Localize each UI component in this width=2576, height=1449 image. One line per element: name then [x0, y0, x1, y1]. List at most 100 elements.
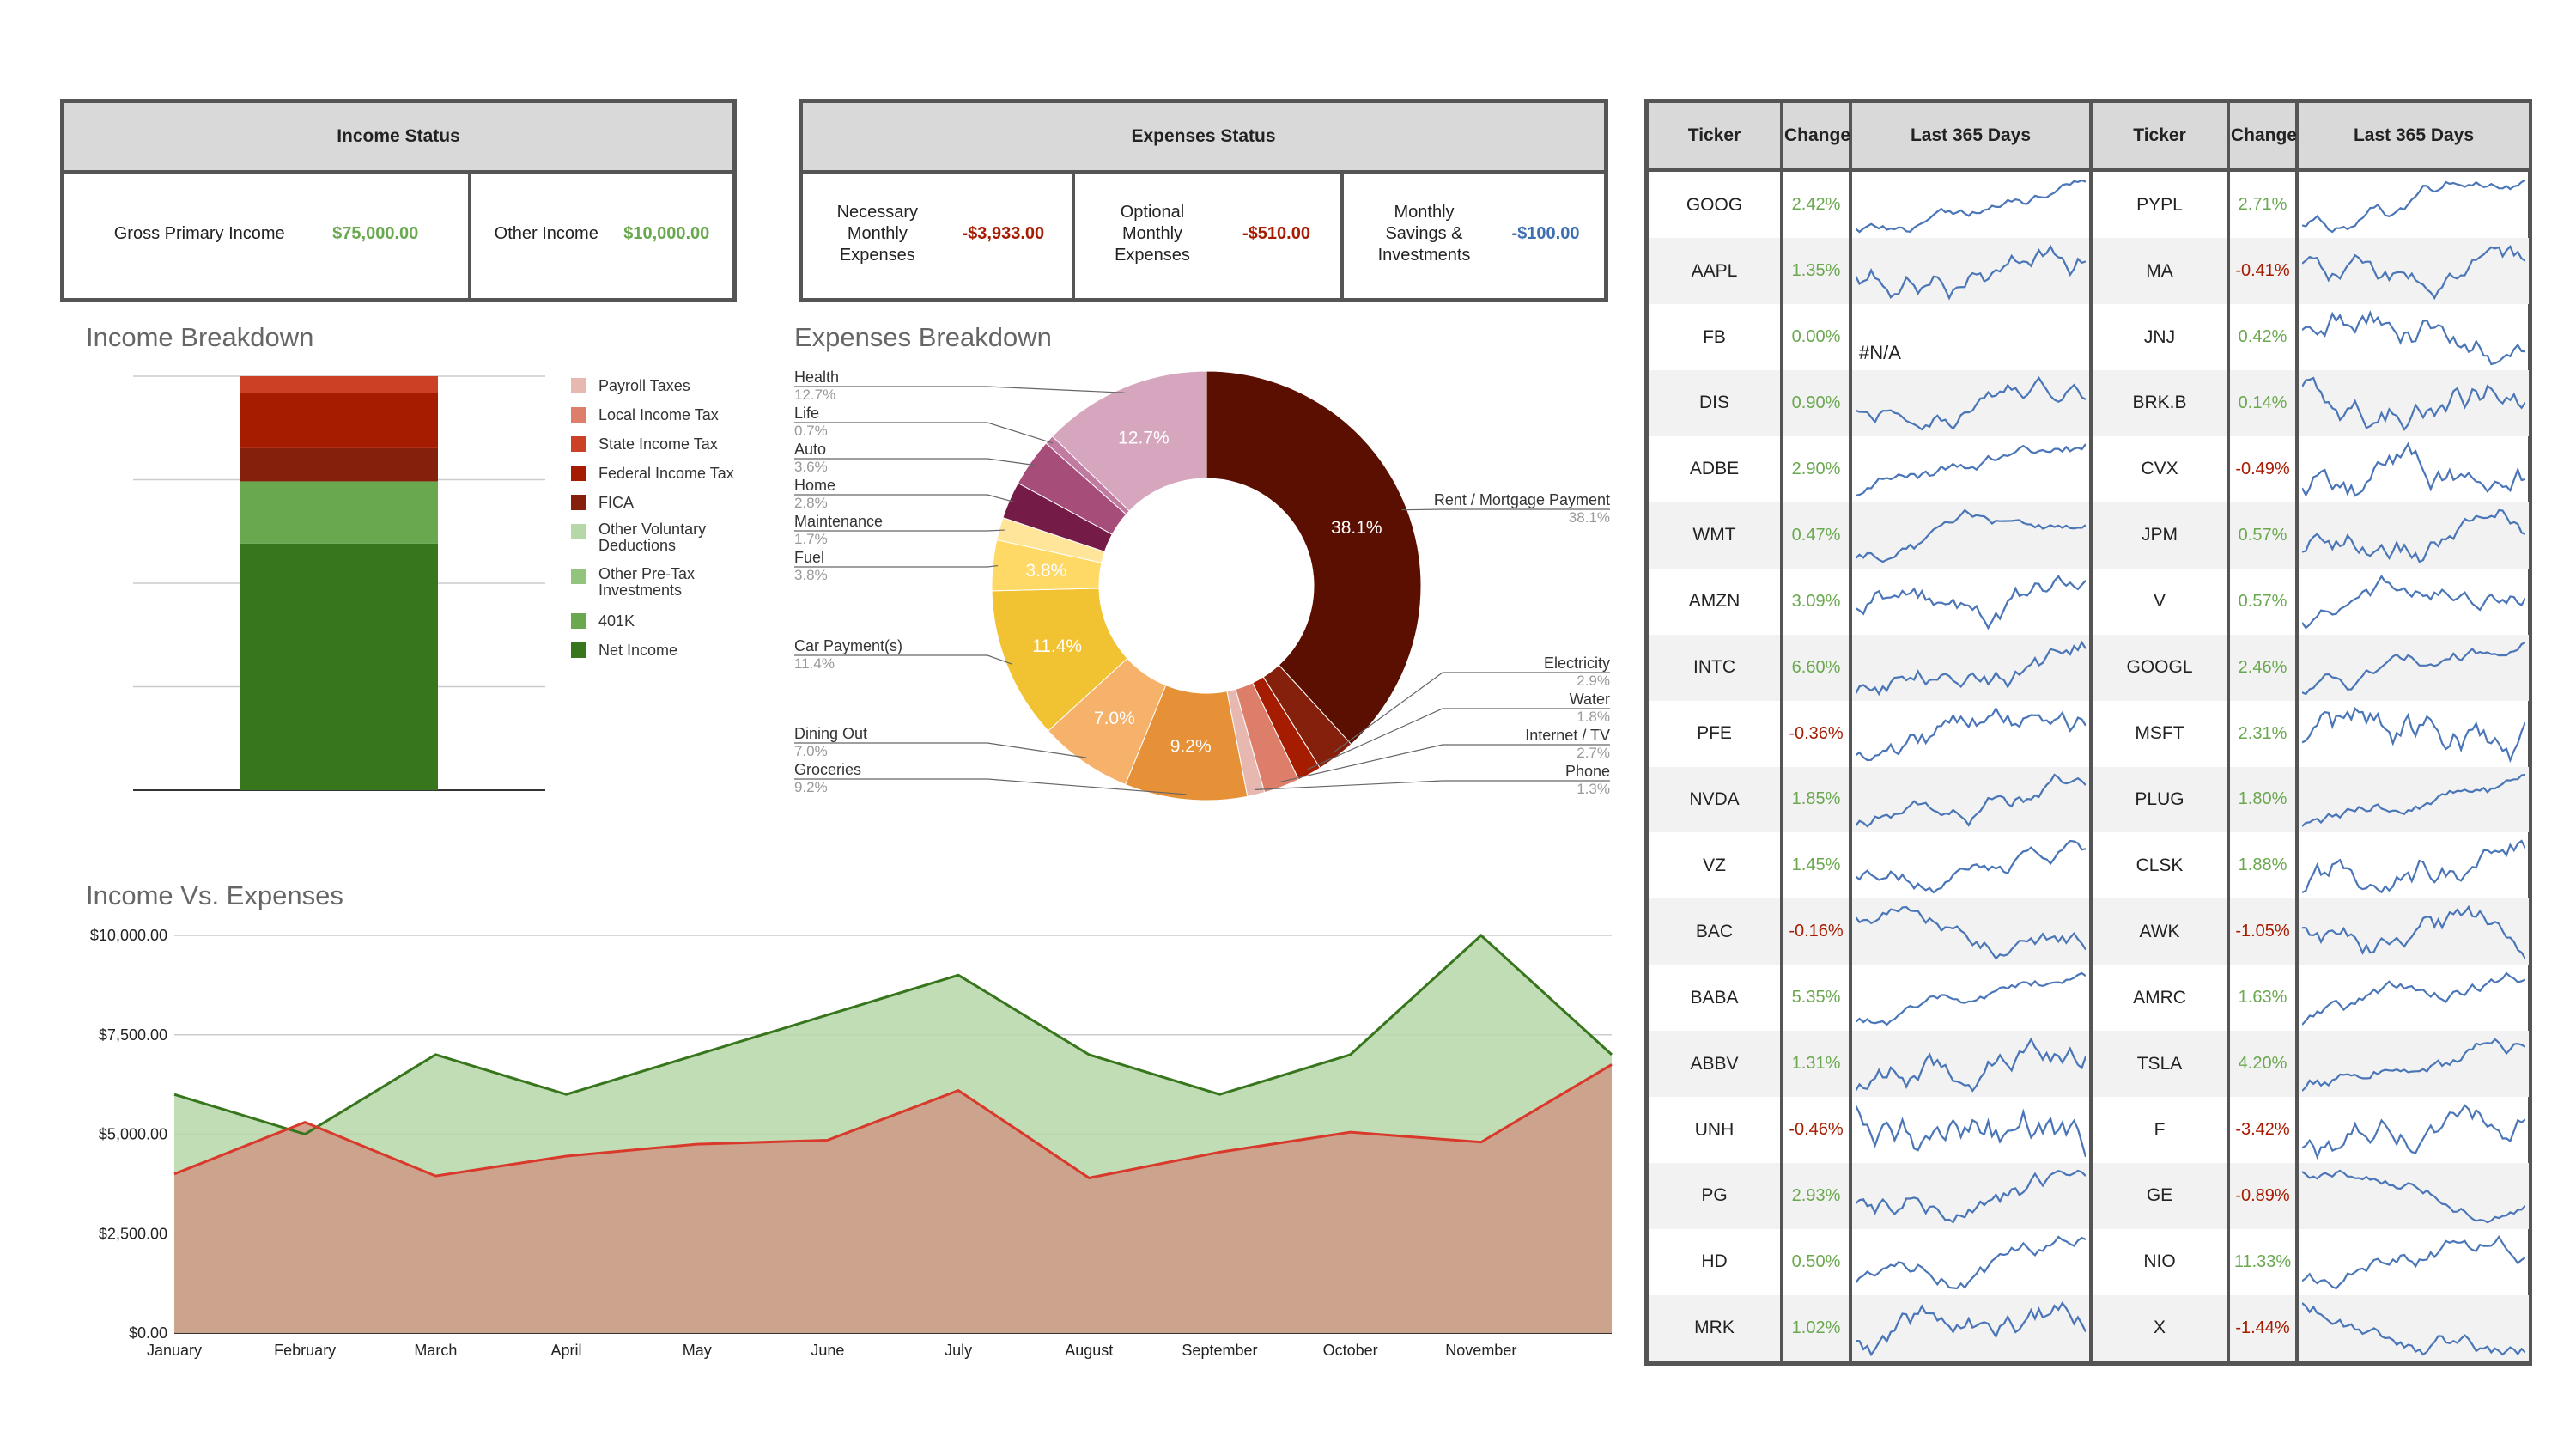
ticker-symbol[interactable]: JPM: [2089, 502, 2228, 569]
last-365-header-left[interactable]: Last 365 Days: [1849, 103, 2091, 172]
ticker-sparkline-cell: [1849, 700, 2091, 767]
ticker-symbol[interactable]: UNH: [1694, 1119, 1735, 1140]
necessary-expenses-label: Necessary Monthly Expenses: [836, 203, 919, 265]
ticker-symbol[interactable]: X: [2089, 1294, 2228, 1361]
area-expenses[interactable]: [174, 1064, 1612, 1333]
ticker-change: 0.00%: [1780, 304, 1850, 370]
ticker-symbol[interactable]: AMZN: [1688, 591, 1741, 612]
ticker-symbol[interactable]: NIO: [2089, 1228, 2228, 1295]
legend-label: State Income Tax: [598, 435, 718, 453]
sparkline: [1856, 971, 2086, 1026]
ticker-symbol[interactable]: TSLA: [2089, 1031, 2228, 1098]
ticker-symbol[interactable]: PFE: [1697, 723, 1732, 744]
ticker-sparkline-cell: [2295, 1031, 2529, 1098]
callout-label: Car Payment(s): [794, 637, 902, 654]
legend-label: Other Voluntary: [598, 521, 706, 538]
ticker-symbol[interactable]: PG: [1649, 1163, 1782, 1229]
ticker-row: VZ 1.45% CLSK 1.88%: [1649, 832, 2529, 899]
ticker-sparkline-cell: [2295, 634, 2529, 701]
bar-segment[interactable]: [240, 481, 438, 544]
ticker-symbol[interactable]: BRK.B: [2089, 369, 2228, 436]
ticker-symbol[interactable]: VZ: [1703, 855, 1726, 875]
change-header-left[interactable]: Change: [1780, 103, 1850, 172]
ticker-symbol[interactable]: GOOG: [1686, 194, 1743, 215]
ticker-symbol[interactable]: AAPL: [1649, 238, 1782, 305]
ticker-symbol[interactable]: WMT: [1649, 502, 1782, 569]
bar-segment[interactable]: [240, 543, 438, 790]
callout-label: Life: [794, 405, 819, 422]
ticker-symbol[interactable]: DIS: [1649, 369, 1782, 436]
ticker-symbol[interactable]: GOOGL: [2089, 634, 2228, 701]
ticker-symbol[interactable]: PLUG: [2089, 766, 2228, 833]
ticker-symbol[interactable]: FB: [1703, 326, 1726, 347]
expenses-status-panel: Expenses Status Necessary Monthly Expens…: [799, 99, 1608, 302]
ticker-header-left[interactable]: Ticker: [1649, 103, 1782, 172]
savings-cell: Monthly Savings & Investments -$100.00: [1340, 170, 1604, 298]
ticker-symbol[interactable]: NVDA: [1649, 766, 1782, 833]
ticker-symbol[interactable]: F: [2089, 1097, 2228, 1164]
ticker-row: AAPL 1.35% MA -0.41%: [1649, 238, 2529, 305]
ticker-symbol[interactable]: MA: [2089, 238, 2228, 305]
ticker-row: MRK 1.02% X -1.44%: [1649, 1294, 2529, 1361]
last-365-header-right[interactable]: Last 365 Days: [2295, 103, 2529, 172]
ticker-symbol[interactable]: JNJ: [2089, 304, 2228, 370]
slice-pct-label: 12.7%: [1118, 428, 1170, 447]
callout-pct: 9.2%: [794, 779, 828, 795]
ticker-change: 0.42%: [2227, 304, 2297, 370]
sparkline: [1856, 1301, 2086, 1357]
ticker-symbol[interactable]: GE: [2089, 1163, 2228, 1229]
income-vs-expenses-chart: $0.00 $2,500.00 $5,000.00 $7,500.00 $10,000.…: [90, 927, 1613, 1359]
change-header-right[interactable]: Change: [2227, 103, 2297, 172]
ticker-sparkline-cell: [1849, 170, 2091, 239]
bar-segment[interactable]: [240, 447, 438, 482]
ticker-symbol[interactable]: AWK: [2089, 898, 2228, 965]
callout-pct: 2.9%: [1577, 673, 1610, 689]
ticker-sparkline-cell: [1849, 1228, 2091, 1295]
optional-expenses-cell: Optional Monthly Expenses -$510.00: [1072, 170, 1340, 298]
ticker-symbol[interactable]: V: [2089, 568, 2228, 635]
y-tick-label: $10,000.00: [90, 927, 167, 944]
donut-slice[interactable]: [1051, 370, 1207, 512]
sparkline: [2302, 575, 2525, 630]
ticker-symbol[interactable]: HD: [1701, 1251, 1728, 1272]
y-tick-label: $7,500.00: [99, 1026, 167, 1044]
bar-segment[interactable]: [240, 376, 438, 393]
ticker-symbol[interactable]: BAC: [1649, 898, 1782, 965]
donut-slice[interactable]: [1206, 370, 1422, 746]
sparkline: [2302, 309, 2525, 365]
callout-label: Internet / TV: [1525, 727, 1610, 744]
sparkline: [2302, 773, 2525, 827]
ticker-symbol[interactable]: MSFT: [2089, 700, 2228, 767]
line-expenses: [173, 1063, 1613, 1180]
y-tick-label: $2,500.00: [99, 1225, 167, 1242]
legend-label: Deductions: [598, 537, 676, 554]
bar-segment[interactable]: [240, 393, 438, 448]
legend-label: Local Income Tax: [598, 406, 719, 423]
ticker-row: WMT 0.47% JPM 0.57%: [1649, 502, 2529, 569]
ticker-symbol[interactable]: CLSK: [2089, 832, 2228, 899]
ticker-symbol[interactable]: AMRC: [2089, 965, 2228, 1032]
ticker-symbol[interactable]: BABA: [1690, 987, 1739, 1008]
legend-label: 401K: [598, 612, 635, 630]
ticker-symbol[interactable]: PYPL: [2089, 170, 2228, 239]
ticker-change: -3.42%: [2227, 1097, 2297, 1164]
legend-label: Payroll Taxes: [598, 377, 690, 394]
ticker-sparkline-cell: [2295, 1163, 2529, 1229]
ticker-symbol[interactable]: MRK: [1649, 1294, 1782, 1361]
ticker-change: -1.44%: [2227, 1294, 2297, 1361]
ticker-header-right[interactable]: Ticker: [2089, 103, 2228, 172]
savings-value: -$100.00: [1511, 224, 1580, 243]
ticker-symbol[interactable]: CVX: [2089, 435, 2228, 502]
other-income-label: Other Income: [494, 224, 598, 243]
ticker-symbol[interactable]: ADBE: [1689, 459, 1740, 479]
callout-pct: 11.4%: [794, 655, 835, 672]
ticker-symbol[interactable]: INTC: [1649, 634, 1782, 701]
sparkline: [1856, 905, 2086, 960]
ticker-change: 1.88%: [2227, 832, 2297, 899]
ticker-symbol[interactable]: ABBV: [1649, 1031, 1782, 1098]
sparkline: [1856, 179, 2086, 234]
ticker-change: 6.60%: [1780, 634, 1850, 701]
legend-label: Net Income: [598, 642, 677, 659]
callout-label: Home: [794, 477, 835, 494]
sparkline: [2302, 1103, 2525, 1160]
